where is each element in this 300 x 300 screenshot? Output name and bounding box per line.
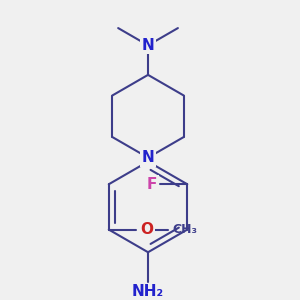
Text: F: F xyxy=(147,177,157,192)
Text: CH₃: CH₃ xyxy=(173,223,198,236)
Text: NH₂: NH₂ xyxy=(132,284,164,299)
Text: N: N xyxy=(142,150,154,165)
Text: N: N xyxy=(142,38,154,53)
Text: O: O xyxy=(140,222,153,237)
